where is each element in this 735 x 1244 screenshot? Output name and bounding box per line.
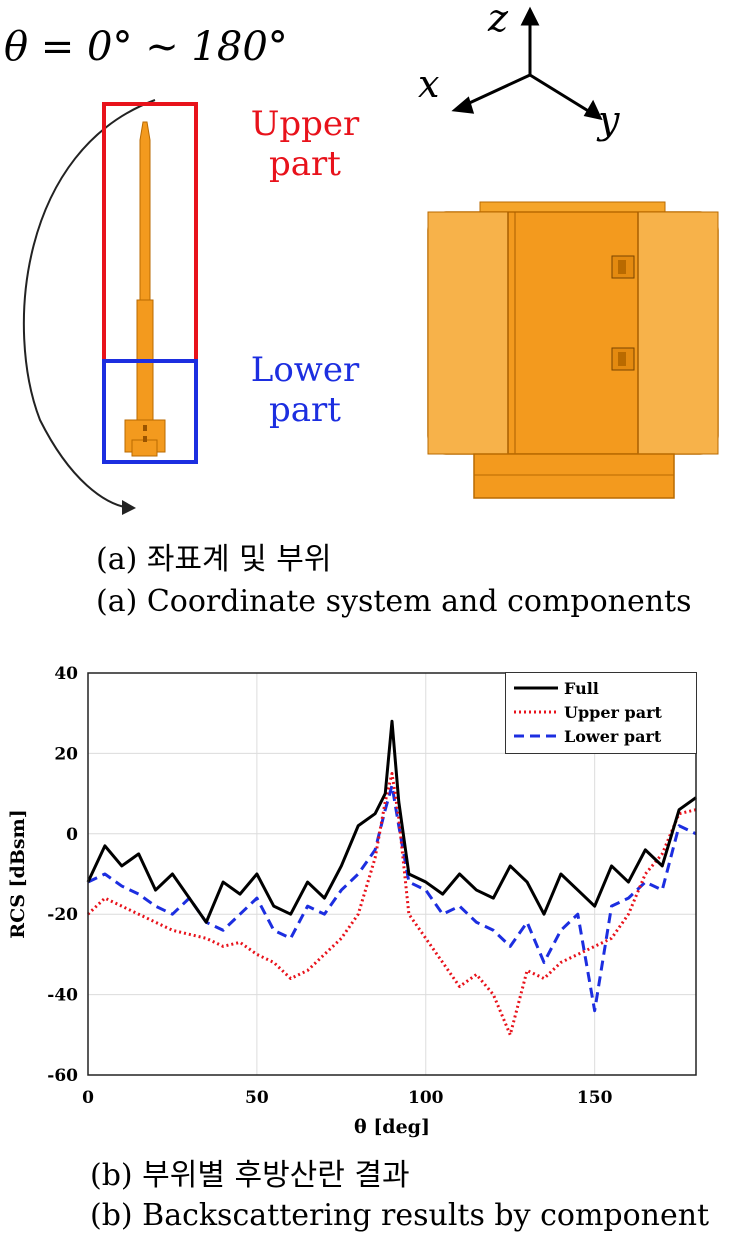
caption-a-english: (a) Coordinate system and components	[96, 584, 692, 619]
series-line-full	[86, 719, 697, 924]
series-line-lower-part	[87, 784, 697, 1013]
x-axis-label: θ [deg]	[354, 1116, 430, 1138]
lower-part-box	[102, 359, 198, 464]
x-tick-label: 0	[82, 1088, 94, 1108]
series-line-upper-part	[86, 772, 697, 1037]
lower-part-label: Lower part	[220, 350, 390, 430]
legend-label-full: Full	[564, 678, 599, 698]
legend-label-lower: Lower part	[564, 726, 662, 746]
chart-ticks: 0 50 100 150 -60 -40 -20 0 20 40	[47, 664, 612, 1108]
caption-a-korean: (a) 좌표계 및 부위	[96, 542, 332, 577]
legend-item-lower: Lower part	[514, 725, 661, 747]
x-tick-label: 50	[245, 1088, 269, 1108]
angle-label: θ = 0° ~ 180°	[4, 24, 288, 70]
y-tick-label: -40	[47, 986, 78, 1006]
y-tick-label: -60	[47, 1066, 78, 1086]
lower-part-label-line1: Lower	[250, 350, 360, 390]
y-tick-label: -20	[47, 905, 78, 925]
upper-part-label-line2: part	[269, 144, 341, 184]
legend-item-upper: Upper part	[514, 701, 662, 723]
legend-item-full: Full	[514, 677, 599, 699]
caption-b-korean: (b) 부위별 후방산란 결과	[90, 1158, 410, 1193]
upper-part-label-line1: Upper	[250, 104, 360, 144]
rotation-arc	[22, 99, 156, 509]
caption-b-english: (b) Backscattering results by component	[90, 1198, 710, 1233]
y-tick-label: 40	[54, 664, 78, 684]
x-tick-label: 100	[408, 1088, 444, 1108]
legend-label-upper: Upper part	[564, 702, 662, 722]
plot-frame	[87, 672, 697, 1076]
lower-part-label-line2: part	[269, 390, 341, 430]
projectile	[124, 121, 166, 457]
axis-x-label: x	[418, 62, 440, 106]
rotation-arrowhead	[122, 500, 136, 515]
axis-z-label: z	[488, 0, 509, 40]
chart-series	[86, 719, 697, 1037]
coordinate-axes	[451, 6, 603, 121]
y-tick-label: 20	[54, 744, 78, 764]
upper-part-label: Upper part	[220, 104, 390, 184]
chart-legend: Full Upper part Lower part	[505, 672, 697, 754]
axis-y-label: y	[598, 98, 620, 142]
figure-a: θ = 0° ~ 180°	[4, 0, 719, 619]
lower-part-detail	[427, 201, 719, 499]
y-axis-label: RCS [dBsm]	[7, 809, 29, 938]
y-tick-label: 0	[66, 825, 78, 845]
figure-a-drawing	[22, 6, 719, 515]
x-tick-label: 150	[577, 1088, 613, 1108]
